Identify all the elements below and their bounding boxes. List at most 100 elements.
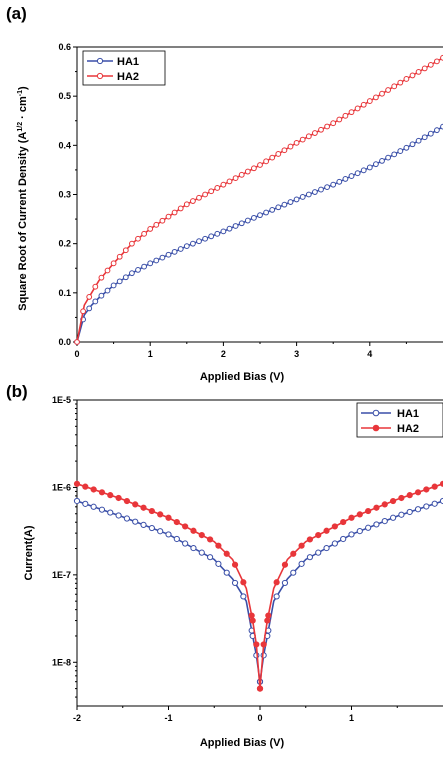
- data-point-HA1: [159, 254, 166, 261]
- y-tick-label: 0.2: [58, 239, 71, 249]
- data-point-HA1: [135, 266, 141, 273]
- data-point-HA1: [232, 223, 239, 229]
- x-tick-label: 1: [148, 349, 153, 359]
- data-point-HA2: [171, 209, 178, 216]
- y-tick-label: 1E-8: [52, 657, 71, 667]
- x-tick-label: 0: [257, 713, 262, 723]
- data-point-HA1: [414, 506, 422, 513]
- data-point-HA2: [281, 147, 288, 154]
- data-point-HA1: [165, 251, 172, 258]
- data-point-HA1: [223, 569, 230, 576]
- data-point-HA1: [381, 517, 388, 525]
- data-point-HA2: [140, 504, 147, 511]
- data-point-HA1: [421, 134, 428, 141]
- data-point-HA2: [165, 514, 172, 521]
- data-point-HA1: [427, 130, 434, 137]
- data-point-HA1: [251, 214, 257, 221]
- data-point-HA1: [406, 508, 413, 516]
- data-point-HA2: [90, 486, 97, 493]
- y-tick-label: 1E-5: [52, 395, 71, 405]
- data-point-HA1: [231, 579, 239, 587]
- legend-marker-HA1: [96, 57, 104, 65]
- data-point-HA2: [421, 65, 428, 72]
- data-point-HA1: [281, 201, 288, 208]
- data-point-HA1: [397, 148, 404, 154]
- data-point-HA2: [110, 260, 117, 267]
- data-point-HA1: [182, 540, 189, 547]
- data-point-HA1: [385, 154, 392, 161]
- x-axis-title: Applied Bias (V): [200, 371, 285, 383]
- data-point-HA2: [183, 201, 190, 208]
- data-point-HA2: [232, 175, 239, 182]
- data-point-HA2: [260, 641, 267, 648]
- data-point-HA2: [198, 532, 205, 539]
- data-point-HA2: [434, 58, 440, 65]
- data-point-HA1: [273, 593, 280, 600]
- data-point-HA2: [323, 527, 330, 534]
- data-point-HA2: [423, 486, 430, 493]
- data-point-HA1: [129, 270, 135, 277]
- data-point-HA1: [190, 544, 197, 552]
- data-point-HA1: [104, 287, 111, 294]
- data-point-HA2: [348, 514, 355, 521]
- data-point-HA2: [315, 532, 322, 539]
- data-point-HA2: [318, 126, 324, 133]
- panel-a-label: (a): [6, 4, 27, 23]
- data-point-HA2: [73, 480, 81, 487]
- data-point-HA1: [165, 531, 172, 538]
- data-point-HA2: [248, 612, 255, 619]
- data-point-HA1: [305, 191, 312, 198]
- data-point-HA2: [202, 191, 209, 198]
- data-point-HA1: [312, 189, 318, 195]
- data-point-HA1: [306, 554, 314, 561]
- data-point-HA2: [80, 308, 86, 315]
- series-line-HA2: [76, 57, 443, 343]
- legend-marker-HA2: [372, 424, 380, 432]
- panel-b-label: (b): [6, 382, 28, 401]
- data-point-HA2: [379, 90, 385, 97]
- data-point-HA2: [123, 497, 131, 505]
- data-point-HA2: [403, 76, 410, 82]
- data-point-HA1: [293, 196, 300, 203]
- y-tick-label: 1E-7: [52, 570, 71, 580]
- data-point-HA2: [153, 221, 160, 228]
- data-point-HA2: [340, 518, 347, 526]
- data-point-HA2: [306, 536, 314, 543]
- data-point-HA1: [177, 246, 184, 252]
- data-point-HA1: [215, 560, 222, 567]
- data-point-HA1: [342, 176, 349, 182]
- data-point-HA1: [115, 512, 122, 519]
- data-point-HA1: [147, 260, 154, 267]
- data-point-HA2: [253, 641, 260, 648]
- data-point-HA2: [342, 112, 349, 119]
- data-point-HA1: [82, 500, 89, 507]
- data-point-HA2: [177, 205, 184, 212]
- data-point-HA2: [148, 507, 155, 515]
- data-point-HA1: [299, 194, 306, 200]
- data-point-HA2: [391, 83, 398, 90]
- data-point-HA2: [287, 143, 294, 150]
- data-point-HA2: [231, 561, 239, 568]
- data-point-HA1: [148, 524, 155, 532]
- data-point-HA2: [409, 72, 416, 79]
- data-point-HA1: [240, 593, 247, 600]
- data-point-HA2: [256, 685, 264, 692]
- data-point-HA1: [157, 528, 164, 535]
- data-point-HA1: [206, 554, 214, 561]
- data-point-HA1: [373, 161, 379, 168]
- data-point-HA2: [182, 523, 189, 530]
- x-tick-label: 3: [294, 349, 299, 359]
- data-point-HA1: [132, 518, 139, 525]
- data-point-HA1: [110, 282, 117, 289]
- data-point-HA2: [265, 612, 272, 619]
- data-point-HA2: [373, 94, 379, 101]
- legend-box: [82, 50, 166, 86]
- data-point-HA2: [208, 188, 215, 195]
- data-point-HA2: [98, 274, 105, 281]
- data-point-HA2: [122, 247, 129, 254]
- data-point-HA2: [356, 511, 363, 518]
- data-point-HA1: [348, 531, 355, 538]
- y-tick-label: 0.1: [58, 288, 71, 298]
- data-point-HA1: [208, 233, 215, 240]
- data-point-HA2: [365, 507, 372, 515]
